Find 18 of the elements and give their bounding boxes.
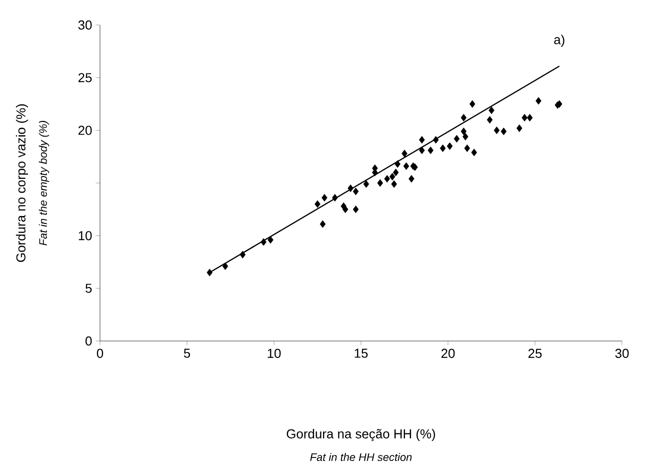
y-axis-title: Gordura no corpo vazio (%): [16, 104, 28, 262]
x-tick-label: 5: [184, 348, 190, 358]
x-tick-label: 15: [354, 348, 368, 358]
annotation: a): [554, 34, 564, 47]
y-tick-label: 5: [86, 284, 92, 293]
y-tick-label: 20: [78, 126, 92, 135]
x-tick-label: 10: [268, 348, 281, 358]
text: Gordura na seção HH (%): [286, 428, 436, 442]
text: Fat in the HH section: [310, 452, 412, 462]
y-tick-label: 25: [78, 73, 92, 82]
x-tick-label: 0: [96, 348, 104, 358]
y-tick-label: 10: [78, 231, 92, 240]
x-tick-label: 30: [615, 348, 629, 358]
x-tick-label: 25: [528, 348, 542, 358]
y-tick-label: 0: [86, 336, 92, 346]
text: Fat in the empty body (%): [38, 120, 50, 246]
x-tick-label: 20: [441, 348, 455, 358]
y-tick-label: 30: [78, 20, 92, 30]
